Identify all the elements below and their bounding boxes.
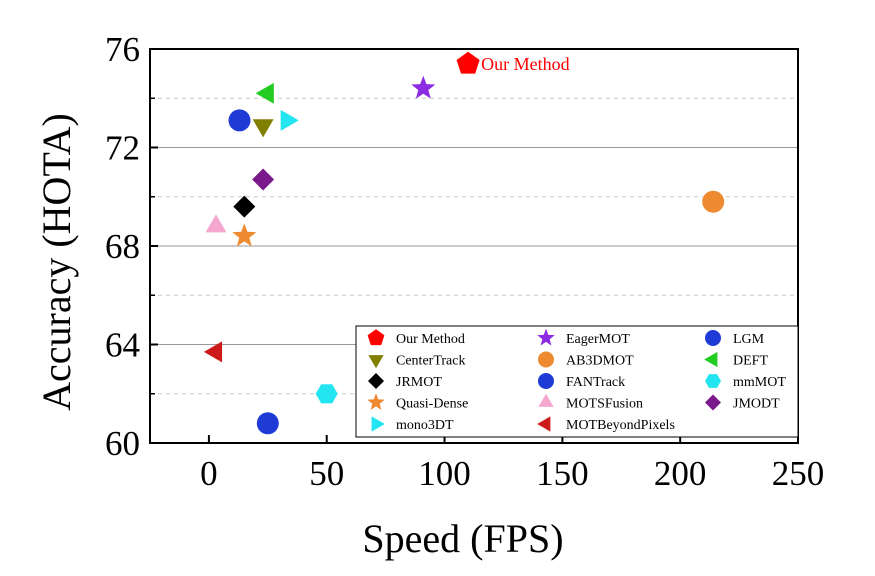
legend-label-lgm: LGM xyxy=(733,332,765,347)
legend-label-ab3dmot: AB3DMOT xyxy=(566,354,634,369)
legend-label-our-method: Our Method xyxy=(396,332,465,347)
point-fantrack xyxy=(256,412,279,435)
point-lgm xyxy=(228,109,251,132)
legend-marker-deft xyxy=(704,351,718,368)
legend-label-mmmot: mmMOT xyxy=(733,375,786,390)
point-jrmot xyxy=(233,195,256,218)
point-mono3dt xyxy=(280,109,299,131)
legend-marker-mmmot xyxy=(705,374,721,388)
legend-marker-our-method xyxy=(367,329,385,346)
x-tick-label: 150 xyxy=(536,454,589,493)
legend-marker-quasi-dense xyxy=(367,393,385,410)
legend-marker-centertrack xyxy=(368,355,384,369)
x-tick-label: 0 xyxy=(200,454,218,493)
legend-marker-mono3dt xyxy=(371,416,385,432)
legend-label-mono3dt: mono3DT xyxy=(396,418,454,433)
point-ab3dmot xyxy=(702,190,725,213)
legend-label-quasi-dense: Quasi-Dense xyxy=(396,397,468,412)
grid-lines xyxy=(150,97,798,395)
x-axis-title: Speed (FPS) xyxy=(362,516,563,561)
legend-marker-jmodt xyxy=(705,394,721,411)
legend-label-motsfusion: MOTSFusion xyxy=(566,397,643,412)
point-centertrack xyxy=(252,119,274,138)
y-tick-label: 72 xyxy=(105,129,140,168)
legend-marker-fantrack xyxy=(538,373,554,389)
legend-marker-jrmot xyxy=(368,373,384,389)
legend-label-motbeyondpixels: MOTBeyondPixels xyxy=(566,418,675,433)
x-tick-label: 50 xyxy=(309,454,344,493)
legend-label-jrmot: JRMOT xyxy=(396,375,442,390)
y-axis-title: Accuracy (HOTA) xyxy=(34,113,79,411)
point-motbeyondpixels xyxy=(203,341,223,363)
legend-label-eagermot: EagerMOT xyxy=(566,332,630,347)
legend-label-jmodt: JMODT xyxy=(733,397,780,412)
y-tick-label: 76 xyxy=(105,30,140,69)
legend-label-fantrack: FANTrack xyxy=(566,375,625,390)
legend-box xyxy=(355,325,799,438)
legend-marker-motsfusion xyxy=(538,393,554,407)
legend-label-deft: DEFT xyxy=(733,354,768,369)
y-tick-label: 68 xyxy=(105,227,140,266)
legend-marker-lgm xyxy=(705,330,721,346)
point-jmodt xyxy=(252,168,275,191)
legend-marker-eagermot xyxy=(537,328,555,346)
y-tick-label: 64 xyxy=(105,326,140,365)
y-tick-label: 60 xyxy=(105,424,140,463)
x-tick-label: 250 xyxy=(772,454,825,493)
legend-marker-motbeyondpixels xyxy=(537,416,551,432)
point-our-method xyxy=(456,51,480,74)
legend-marker-ab3dmot xyxy=(538,351,554,368)
legend-label-centertrack: CenterTrack xyxy=(396,354,465,369)
axis-ticks: 0 50 100 150 200 250 60 64 68 72 76 xyxy=(105,30,824,493)
x-tick-label: 100 xyxy=(418,454,471,493)
point-motsfusion xyxy=(205,214,227,233)
point-quasi-dense xyxy=(232,223,257,247)
point-eagermot xyxy=(411,75,436,99)
legend: Our Method EagerMOT LGM CenterTrack AB3DMOT D… xyxy=(355,325,799,438)
point-deft xyxy=(255,82,274,104)
point-mmmot xyxy=(315,384,338,404)
data-points xyxy=(203,51,725,435)
our-method-annotation: Our Method xyxy=(481,54,570,74)
x-tick-label: 200 xyxy=(654,454,707,493)
